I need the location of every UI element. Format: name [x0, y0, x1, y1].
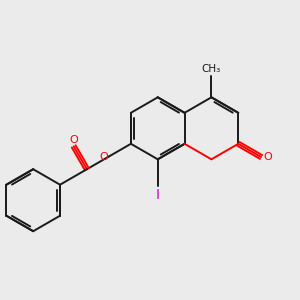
- Text: I: I: [156, 188, 160, 202]
- Text: O: O: [264, 152, 272, 162]
- Text: O: O: [99, 152, 108, 161]
- Text: O: O: [69, 135, 78, 145]
- Text: CH₃: CH₃: [202, 64, 221, 74]
